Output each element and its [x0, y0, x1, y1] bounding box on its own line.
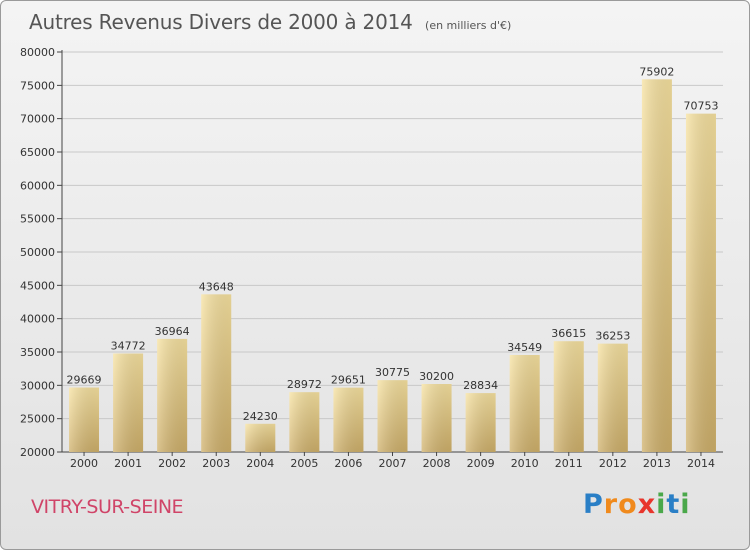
x-tick-label: 2013	[643, 457, 671, 470]
x-tick-label: 2008	[423, 457, 451, 470]
data-label: 29669	[67, 374, 102, 387]
logo-letter: i	[680, 489, 691, 520]
chart-title: Autres Revenus Divers de 2000 à 2014 (en…	[29, 10, 511, 34]
y-tick-label: 25000	[20, 413, 55, 426]
data-label: 30200	[419, 370, 454, 383]
data-label: 70753	[683, 100, 718, 113]
x-tick-label: 2014	[687, 457, 715, 470]
y-tick-label: 60000	[20, 179, 55, 192]
x-tick-label: 2000	[70, 457, 98, 470]
bar-shade	[641, 79, 672, 452]
bar-shade	[245, 423, 276, 452]
data-label: 43648	[199, 280, 234, 293]
y-tick-label: 30000	[20, 379, 55, 392]
bar-shade	[201, 294, 232, 452]
bar-shade	[113, 353, 144, 452]
place-name: VITRY-SUR-SEINE	[31, 496, 184, 518]
x-tick-label: 2001	[114, 457, 142, 470]
data-label: 36964	[155, 325, 190, 338]
bar-shade	[69, 387, 100, 452]
y-tick-label: 80000	[20, 46, 55, 59]
y-tick-label: 70000	[20, 113, 55, 126]
x-tick-label: 2003	[202, 457, 230, 470]
bar-shade	[553, 341, 584, 452]
bar-shade	[421, 384, 452, 452]
bar-shade	[465, 393, 496, 452]
bar-shade	[509, 355, 540, 452]
data-label: 28834	[463, 379, 498, 392]
data-label: 29651	[331, 374, 366, 387]
y-tick-label: 20000	[20, 446, 55, 459]
bar-shade	[685, 113, 716, 452]
chart-title-unit: (en milliers d'€)	[425, 19, 512, 32]
logo-letter: i	[656, 489, 667, 520]
logo-letter: o	[618, 489, 638, 520]
y-tick-label: 65000	[20, 146, 55, 159]
logo-letter: x	[637, 489, 657, 520]
logo-letter: t	[666, 489, 681, 520]
x-tick-label: 2005	[290, 457, 318, 470]
bar-shade	[597, 343, 628, 452]
bar-shade	[377, 380, 408, 452]
logo-letter: P	[583, 489, 604, 520]
data-label: 30775	[375, 366, 410, 379]
bar-shade	[333, 387, 364, 452]
y-tick-label: 50000	[20, 246, 55, 259]
x-tick-label: 2002	[158, 457, 186, 470]
y-tick-label: 55000	[20, 213, 55, 226]
x-tick-label: 2009	[467, 457, 495, 470]
data-label: 24230	[243, 410, 278, 423]
proxiti-logo: Proxiti	[583, 489, 691, 520]
data-label: 36253	[595, 330, 630, 343]
y-tick-label: 75000	[20, 79, 55, 92]
bar-shade	[289, 392, 320, 452]
y-tick-label: 40000	[20, 313, 55, 326]
x-tick-label: 2010	[511, 457, 539, 470]
bar-shade	[157, 338, 188, 452]
data-label: 34549	[507, 341, 542, 354]
data-label: 75902	[639, 65, 674, 78]
x-tick-label: 2004	[246, 457, 274, 470]
x-tick-label: 2006	[334, 457, 362, 470]
data-label: 34772	[111, 340, 146, 353]
x-tick-label: 2007	[379, 457, 407, 470]
y-tick-label: 35000	[20, 346, 55, 359]
chart-title-main: Autres Revenus Divers de 2000 à 2014	[29, 10, 413, 34]
x-tick-label: 2011	[555, 457, 583, 470]
logo-letter: r	[603, 489, 619, 520]
x-tick-label: 2012	[599, 457, 627, 470]
data-label: 36615	[551, 327, 586, 340]
y-tick-label: 45000	[20, 279, 55, 292]
data-label: 28972	[287, 378, 322, 391]
